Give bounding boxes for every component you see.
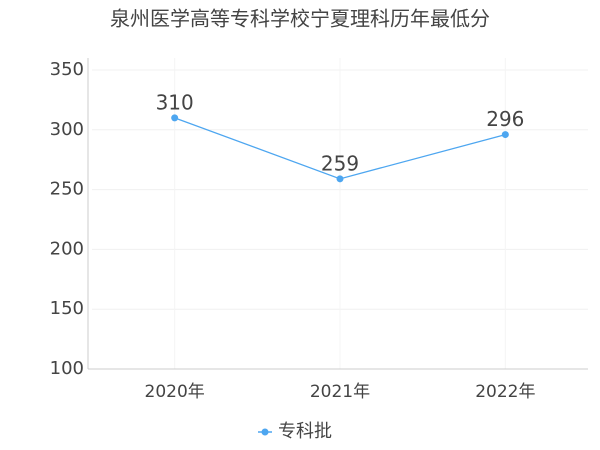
point (336, 175, 344, 183)
point (501, 131, 509, 139)
point (171, 114, 179, 122)
y-tick-label: 200 (50, 238, 84, 259)
chart-title: 泉州医学高等专科学校宁夏理科历年最低分 (110, 7, 490, 31)
y-tick-label: 150 (50, 298, 84, 319)
y-tick-label: 300 (50, 119, 84, 140)
data-label: 259 (321, 151, 359, 175)
legend-label: 专科批 (278, 421, 332, 442)
data-label: 296 (486, 107, 524, 131)
x-tick-label: 2022年 (475, 382, 535, 402)
legend-marker (261, 428, 269, 436)
y-tick-label: 350 (50, 59, 84, 80)
x-tick-label: 2021年 (310, 382, 370, 402)
y-tick-label: 100 (50, 358, 84, 379)
y-tick-label: 250 (50, 179, 84, 200)
x-tick-label: 2020年 (145, 382, 205, 402)
data-label: 310 (156, 90, 194, 114)
